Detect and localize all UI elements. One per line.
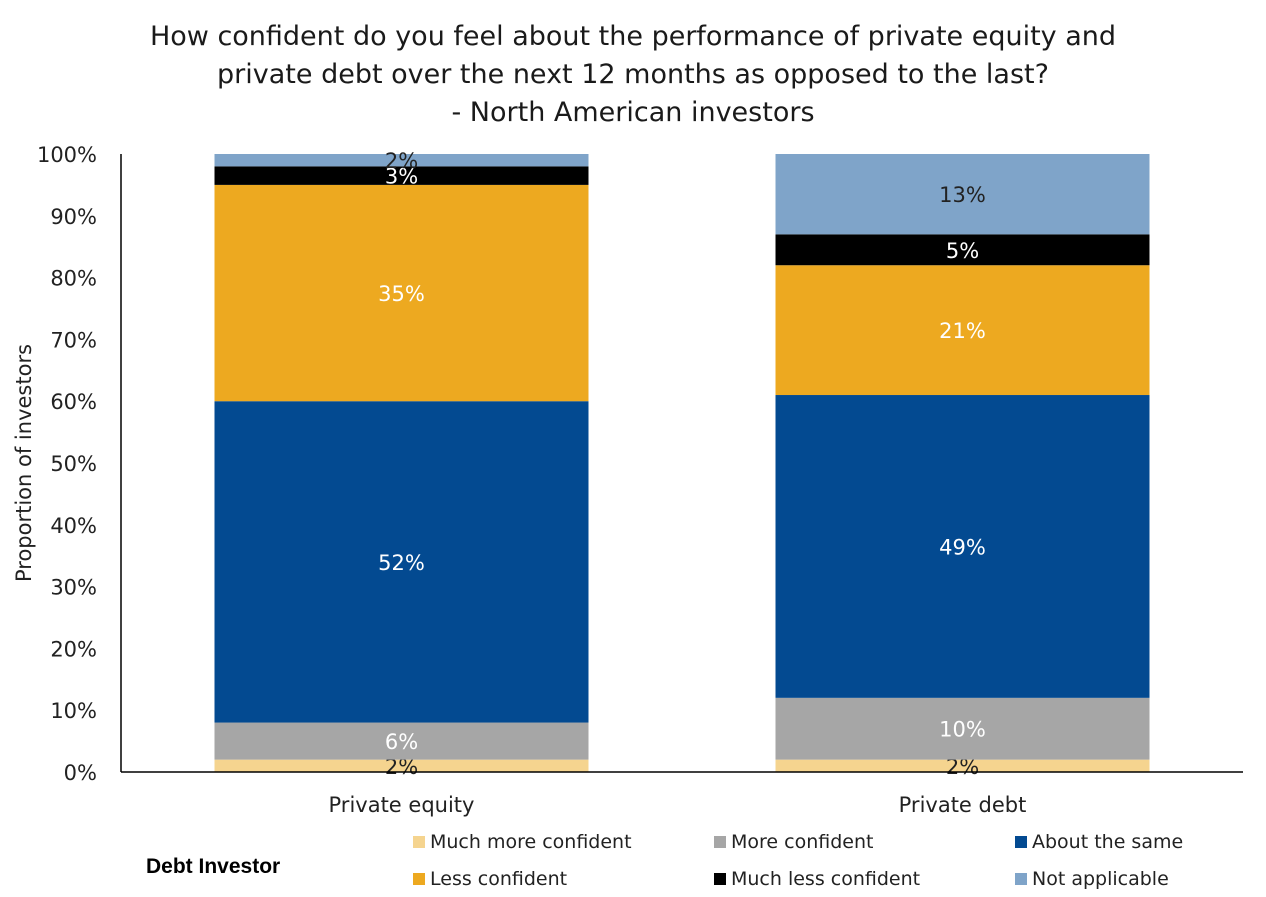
y-tick-label: 60% (50, 390, 97, 414)
legend-swatch (413, 873, 425, 885)
legend-swatch (413, 836, 425, 848)
bar-segment (214, 722, 589, 760)
y-axis-title: Proportion of investors (12, 344, 36, 582)
data-label: 2% (385, 149, 418, 173)
bar-segment (775, 697, 1150, 760)
y-tick-label: 40% (50, 514, 97, 538)
data-label: 3% (385, 165, 418, 189)
legend-item: More confident (714, 831, 873, 853)
y-tick-label: 10% (50, 699, 97, 723)
y-tick-label: 20% (50, 637, 97, 661)
data-label: 5% (946, 239, 979, 263)
bar-segment (214, 154, 589, 167)
y-tick-label: 50% (50, 452, 97, 476)
legend-label: More confident (731, 831, 874, 853)
data-label: 21% (939, 319, 986, 343)
y-tick-label: 30% (50, 576, 97, 600)
legend-label: Much more confident (430, 831, 632, 853)
legend-item: Not applicable (1015, 868, 1169, 890)
bar-segment (775, 395, 1150, 698)
legend-item: Much less confident (714, 868, 920, 890)
chart-title-line-3: - North American investors (451, 97, 815, 128)
legend-item: Less confident (413, 868, 567, 890)
bar-segment (775, 154, 1150, 235)
legend-label: Less confident (430, 868, 568, 890)
legend-label: Not applicable (1032, 868, 1169, 890)
chart-title-line-2: private debt over the next 12 months as … (217, 59, 1049, 90)
footer-note: Debt Investor (146, 855, 281, 878)
data-label: 10% (939, 718, 986, 742)
bar-segment (214, 759, 589, 772)
legend-label: Much less confident (731, 868, 921, 890)
x-tick-label: Private debt (899, 793, 1027, 817)
legend-item: About the same (1015, 831, 1183, 853)
data-label: 49% (939, 535, 986, 559)
y-tick-label: 90% (50, 205, 97, 229)
y-tick-label: 80% (50, 267, 97, 291)
y-tick-label: 70% (50, 328, 97, 352)
x-tick-label: Private equity (329, 793, 475, 817)
legend-item: Much more confident (413, 831, 632, 853)
y-tick-label: 0% (64, 761, 97, 785)
bar-segment (775, 234, 1150, 266)
data-label: 6% (385, 730, 418, 754)
chart-title: How confident do you feel about the perf… (0, 18, 1266, 132)
legend-swatch (714, 873, 726, 885)
data-label: 13% (939, 183, 986, 207)
legend-swatch (714, 836, 726, 848)
legend-swatch (1015, 836, 1027, 848)
bar-segment (214, 166, 589, 185)
chart-title-line-1: How confident do you feel about the perf… (149, 21, 1117, 52)
bar-segment (214, 184, 589, 402)
data-label: 35% (378, 282, 425, 306)
bar-segment (775, 265, 1150, 396)
legend-label: About the same (1032, 831, 1184, 853)
legend-swatch (1015, 873, 1027, 885)
data-label: 52% (378, 551, 425, 575)
bar-segment (214, 401, 589, 723)
y-tick-label: 100% (37, 143, 97, 167)
bar-segment (775, 759, 1150, 772)
